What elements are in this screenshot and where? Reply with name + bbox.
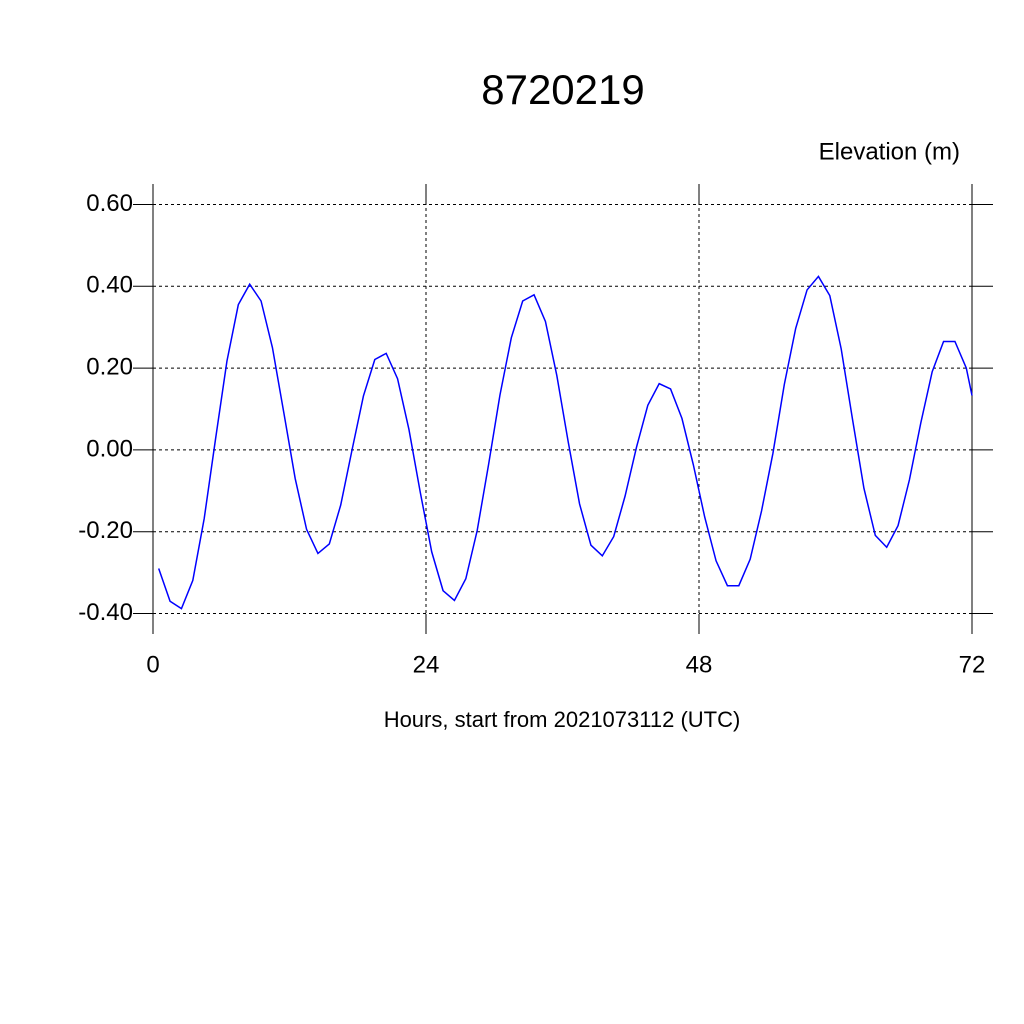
data-line — [157, 275, 973, 610]
y-tick-label: -0.20 — [78, 517, 133, 544]
y-tick-label: 0.60 — [86, 190, 133, 217]
x-axis-label: Hours, start from 2021073112 (UTC) — [384, 707, 741, 732]
x-tick-label: 72 — [959, 651, 986, 678]
y-axis-label: Elevation (m) — [819, 138, 960, 165]
y-tick-label: 0.00 — [86, 435, 133, 462]
x-tick-label: 48 — [686, 651, 713, 678]
chart-title: 8720219 — [481, 66, 645, 113]
y-tick-label: -0.40 — [78, 599, 133, 626]
y-tick-label: 0.20 — [86, 353, 133, 380]
x-tick-label: 24 — [413, 651, 440, 678]
y-tick-label: 0.40 — [86, 272, 133, 299]
x-tick-label: 0 — [146, 651, 159, 678]
